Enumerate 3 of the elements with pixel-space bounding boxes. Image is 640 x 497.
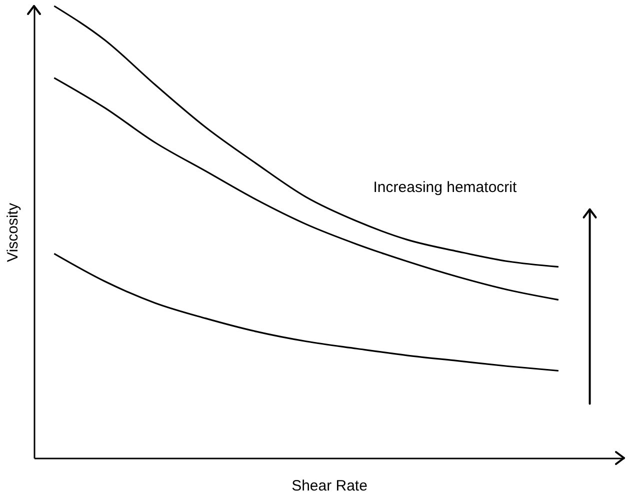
annotation: Increasing hematocrit [373,178,518,196]
y-axis-title: Viscosity [4,202,22,262]
x-axis-title: Shear Rate [292,478,368,494]
